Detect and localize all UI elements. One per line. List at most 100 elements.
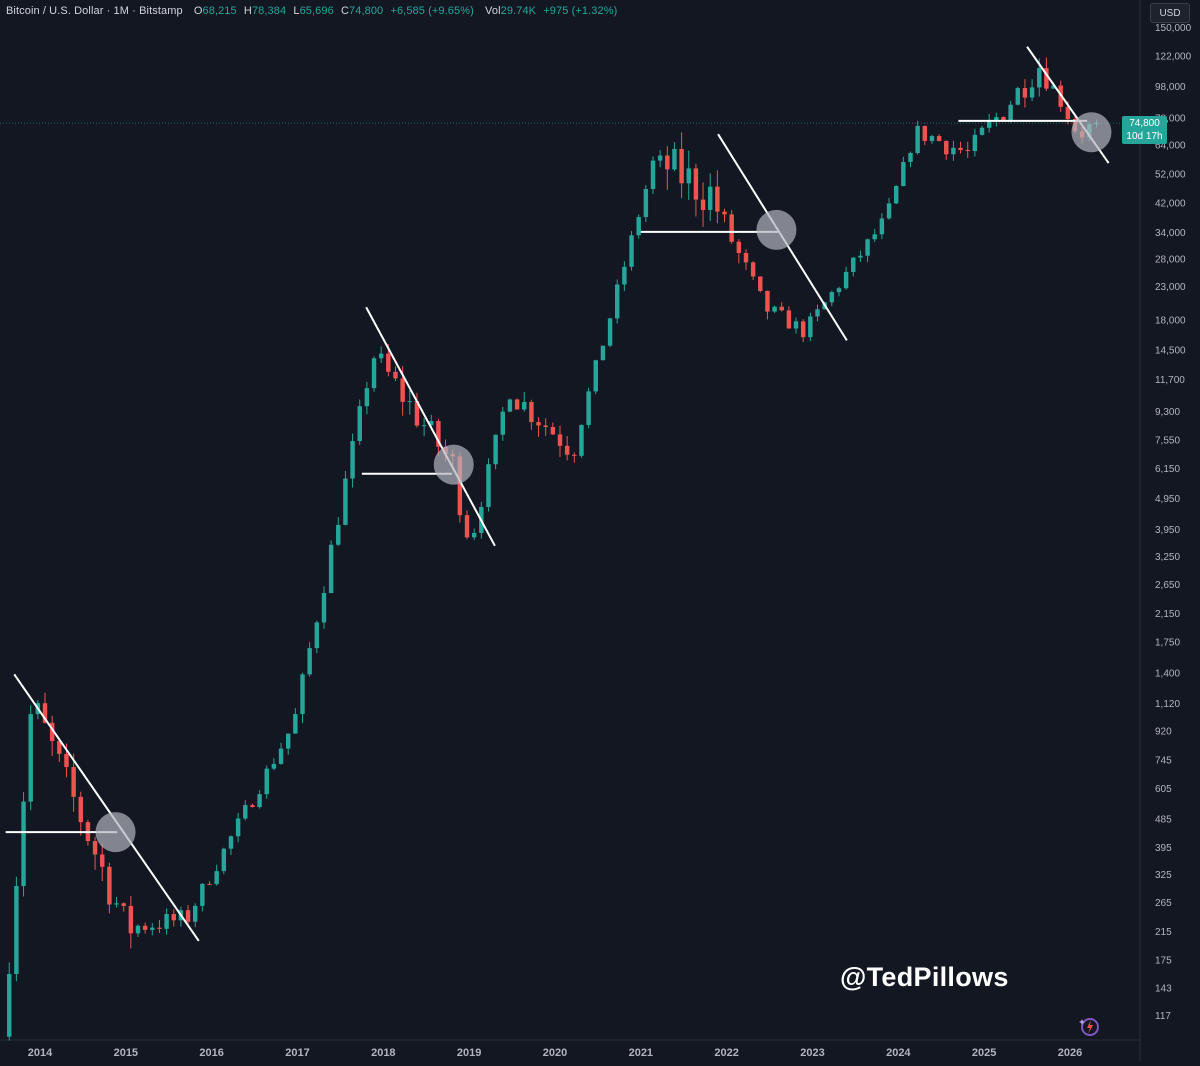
candle-body bbox=[221, 848, 227, 872]
candle-body bbox=[572, 454, 577, 456]
annotation-circle bbox=[433, 444, 474, 485]
candle-body bbox=[564, 445, 570, 455]
candle-body bbox=[600, 345, 606, 361]
candle-body bbox=[500, 411, 506, 435]
candle-body bbox=[1044, 68, 1049, 89]
candle-body bbox=[328, 544, 334, 594]
candle-body bbox=[293, 714, 298, 734]
volume-change: +975 (+1.32%) bbox=[543, 5, 618, 17]
price-tick-label: 1,750 bbox=[1155, 638, 1180, 649]
candle-body bbox=[543, 425, 548, 427]
candle-body bbox=[615, 284, 620, 319]
candle-body bbox=[657, 155, 663, 161]
candle-body bbox=[228, 836, 234, 849]
last-price-value: 74,800 bbox=[1129, 118, 1160, 129]
change-value: +6,585 (+9.65%) bbox=[390, 5, 474, 17]
candle-body bbox=[972, 134, 978, 152]
low-label: L bbox=[293, 5, 300, 17]
candle-body bbox=[100, 854, 105, 867]
candle-body bbox=[7, 974, 12, 1037]
candle-body bbox=[250, 805, 255, 808]
high-value: 78,384 bbox=[251, 5, 287, 17]
candle-body bbox=[743, 252, 749, 263]
close-value: 74,800 bbox=[349, 5, 384, 17]
candle-body bbox=[128, 905, 134, 934]
candle-body bbox=[979, 127, 985, 135]
candle-body bbox=[1065, 106, 1071, 119]
candle-body bbox=[243, 805, 248, 819]
candle-body bbox=[264, 768, 269, 795]
candle-body bbox=[829, 292, 835, 303]
candle-body bbox=[686, 168, 691, 184]
candle-body bbox=[486, 464, 491, 507]
price-tick-label: 143 bbox=[1155, 983, 1172, 994]
candle-body bbox=[593, 360, 598, 392]
candle-body bbox=[958, 147, 963, 151]
candle-body bbox=[21, 801, 26, 887]
year-tick-label: 2026 bbox=[1058, 1047, 1082, 1059]
candle-body bbox=[135, 925, 141, 934]
candle-body bbox=[672, 148, 677, 170]
candle-body bbox=[1022, 88, 1028, 98]
symbol-header: Bitcoin / U.S. Dollar · 1M · Bitstamp O6… bbox=[6, 5, 617, 17]
price-tick-label: 265 bbox=[1155, 898, 1172, 909]
trend-line bbox=[13, 673, 200, 942]
price-tick-label: 18,000 bbox=[1155, 316, 1186, 327]
candle-body bbox=[214, 871, 219, 885]
last-price-tag: 74,800 10d 17h bbox=[1122, 116, 1167, 144]
candle-body bbox=[457, 456, 463, 516]
candle-body bbox=[722, 211, 727, 215]
candle-body bbox=[901, 161, 906, 187]
candle-body bbox=[171, 913, 176, 921]
candle-body bbox=[579, 424, 584, 456]
candle-body bbox=[815, 309, 820, 317]
candle-body bbox=[893, 186, 899, 204]
candle-body bbox=[636, 217, 641, 236]
price-tick-label: 7,550 bbox=[1155, 436, 1180, 447]
candle-body bbox=[1015, 88, 1021, 105]
year-tick-label: 2019 bbox=[457, 1047, 481, 1059]
candle-body bbox=[965, 150, 970, 152]
price-tick-label: 485 bbox=[1155, 815, 1172, 826]
currency-button[interactable]: USD bbox=[1150, 3, 1190, 23]
candle-body bbox=[693, 168, 699, 200]
price-tick-label: 64,000 bbox=[1155, 141, 1186, 152]
candle-body bbox=[278, 748, 284, 764]
candle-body bbox=[643, 189, 649, 218]
candle-body bbox=[936, 136, 942, 142]
candle-body bbox=[586, 391, 591, 425]
candle-body bbox=[872, 234, 877, 240]
year-tick-label: 2022 bbox=[714, 1047, 738, 1059]
year-tick-label: 2021 bbox=[629, 1047, 653, 1059]
price-tick-label: 1,400 bbox=[1155, 668, 1180, 679]
candle-body bbox=[257, 794, 262, 808]
candle-body bbox=[908, 153, 913, 162]
price-tick-label: 605 bbox=[1155, 784, 1172, 795]
candle-body bbox=[886, 203, 892, 219]
candle-body bbox=[536, 422, 541, 426]
candle-body bbox=[944, 141, 949, 155]
candle-body bbox=[1051, 85, 1056, 89]
price-tick-label: 215 bbox=[1155, 927, 1172, 938]
candle-body bbox=[772, 306, 777, 312]
candle-body bbox=[507, 399, 513, 412]
candle-body bbox=[851, 257, 856, 272]
candle-body bbox=[1001, 117, 1006, 121]
candle-body bbox=[78, 796, 83, 823]
price-tick-label: 6,150 bbox=[1155, 464, 1180, 475]
year-tick-label: 2020 bbox=[543, 1047, 567, 1059]
candle-body bbox=[471, 532, 477, 538]
candle-body bbox=[314, 622, 320, 649]
candle-body bbox=[42, 703, 48, 723]
candle-body bbox=[607, 318, 613, 346]
price-tick-label: 1,120 bbox=[1155, 699, 1180, 710]
candle-body bbox=[364, 388, 370, 407]
candle-body bbox=[57, 740, 62, 754]
candle-body bbox=[336, 524, 341, 545]
candle-body bbox=[121, 903, 126, 906]
price-tick-label: 395 bbox=[1155, 843, 1172, 854]
price-tick-label: 3,950 bbox=[1155, 525, 1180, 536]
candle-body bbox=[142, 925, 148, 930]
